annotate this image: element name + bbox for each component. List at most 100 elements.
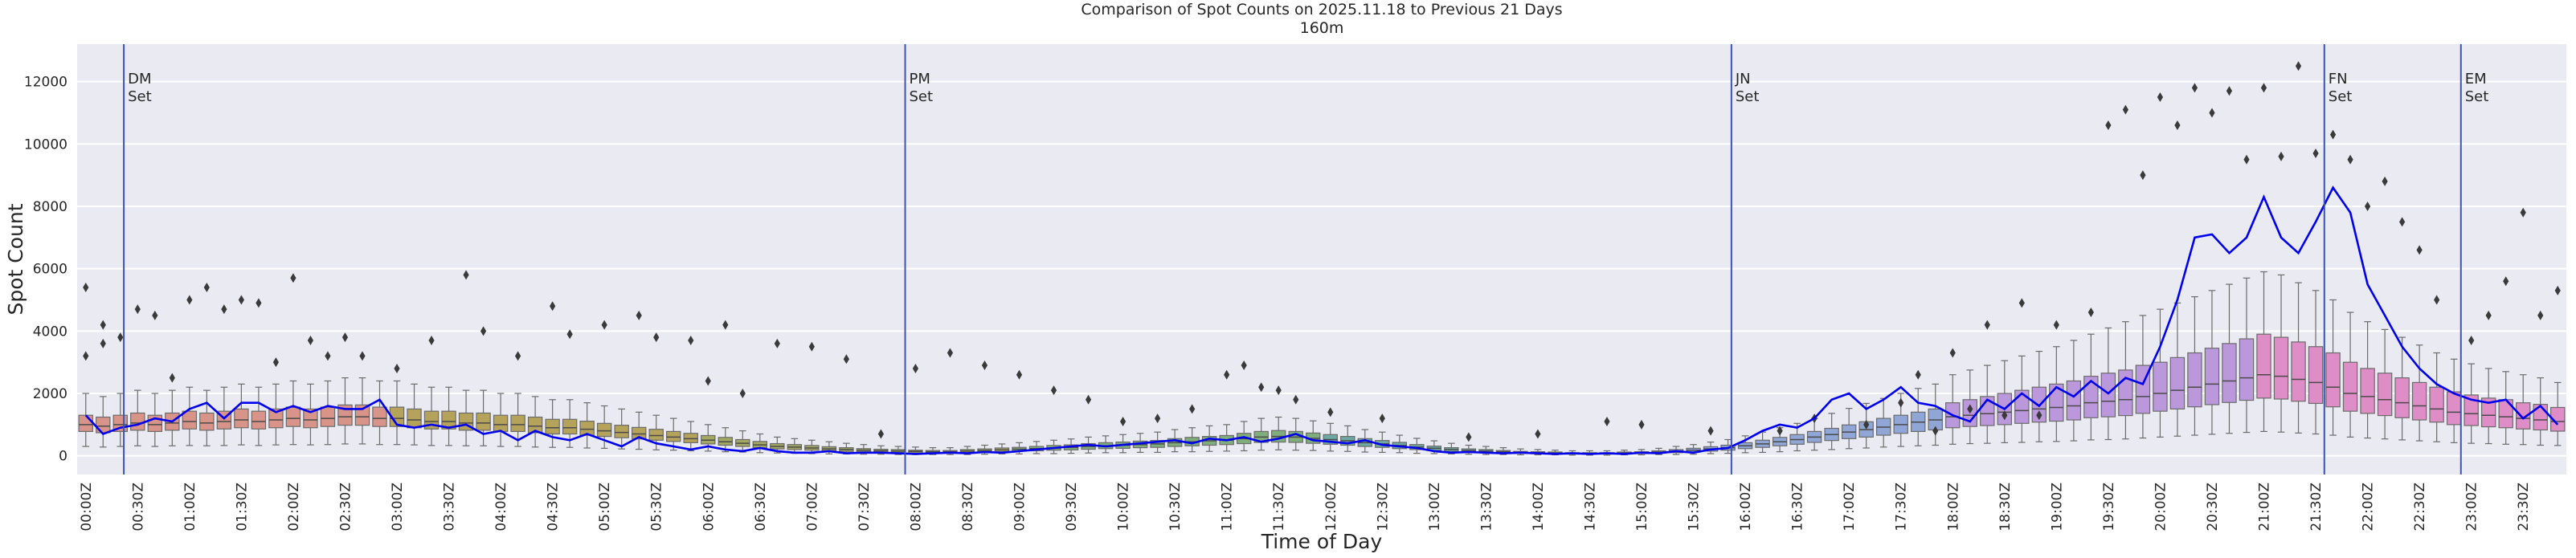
box: [683, 433, 698, 443]
x-tick-label: 15:00Z: [1634, 483, 1650, 532]
x-tick-label: 08:30Z: [960, 483, 976, 532]
box: [2291, 341, 2306, 402]
event-label: Set: [910, 88, 934, 105]
event-label: PM: [910, 71, 930, 88]
outlier: [636, 310, 642, 320]
outlier: [134, 304, 141, 315]
x-tick-label: 06:30Z: [753, 483, 769, 532]
outlier: [2537, 310, 2544, 320]
outlier: [2087, 308, 2094, 318]
outlier: [1241, 360, 1247, 371]
x-tick-label: 16:00Z: [1738, 483, 1754, 532]
outlier: [566, 329, 573, 340]
outlier: [307, 335, 314, 345]
box: [96, 416, 111, 434]
box: [2325, 352, 2341, 408]
y-tick-label: 6000: [33, 262, 67, 278]
outlier: [359, 351, 366, 361]
outlier: [1379, 413, 1385, 424]
event-label: Set: [1736, 88, 1760, 105]
outlier: [1327, 407, 1334, 417]
outlier: [2416, 245, 2423, 255]
outlier: [1050, 385, 1057, 396]
chart-subtitle: 160m: [1300, 19, 1344, 37]
outlier: [463, 270, 469, 280]
outlier: [221, 304, 227, 315]
outlier: [1155, 413, 1161, 424]
y-tick-label: 8000: [33, 199, 67, 215]
outlier: [2295, 61, 2302, 71]
outlier: [1258, 382, 1265, 393]
x-tick-label: 05:30Z: [649, 483, 665, 532]
x-tick-label: 00:30Z: [130, 483, 146, 532]
outlier: [272, 357, 280, 368]
event-label: EM: [2465, 71, 2487, 88]
outlier: [2053, 320, 2059, 330]
chart-title: Comparison of Spot Counts on 2025.11.18 …: [1081, 1, 1562, 18]
box: [2100, 373, 2116, 417]
box: [78, 414, 93, 432]
box: [2222, 343, 2237, 403]
event-label: Set: [2329, 88, 2353, 105]
x-tick-label: 02:00Z: [286, 483, 302, 532]
outlier: [1119, 416, 1126, 426]
outlier: [1777, 426, 1783, 436]
x-tick-label: 13:00Z: [1427, 483, 1443, 532]
outlier: [1293, 394, 1299, 405]
outlier: [1984, 320, 1990, 330]
outlier: [877, 429, 884, 439]
box: [2377, 373, 2393, 417]
x-tick-label: 16:30Z: [1790, 483, 1806, 532]
outlier: [2105, 120, 2112, 130]
x-tick-label: 14:30Z: [1582, 483, 1598, 532]
box: [2342, 361, 2358, 412]
box: [2273, 336, 2289, 400]
x-tick-label: 22:30Z: [2412, 483, 2428, 532]
box: [476, 412, 491, 431]
box: [441, 410, 456, 430]
outlier: [1932, 426, 1939, 436]
y-tick-label: 0: [59, 449, 67, 465]
outlier: [1898, 397, 1904, 408]
outlier: [1224, 369, 1230, 380]
y-tick-label: 4000: [33, 324, 67, 340]
y-tick-label: 10000: [24, 136, 67, 153]
box: [2464, 394, 2479, 426]
box: [493, 414, 509, 432]
box: [251, 410, 267, 430]
x-tick-label: 05:00Z: [597, 483, 613, 532]
outlier: [2347, 154, 2353, 165]
box: [545, 418, 560, 435]
box: [130, 412, 145, 431]
outlier: [2554, 285, 2561, 295]
outlier: [774, 338, 780, 348]
outlier: [653, 332, 660, 343]
box: [614, 425, 629, 438]
outlier: [117, 332, 124, 343]
outlier: [739, 389, 746, 399]
box: [2256, 333, 2271, 399]
outlier: [2399, 217, 2406, 227]
outlier: [1967, 404, 1973, 414]
x-tick-label: 21:00Z: [2257, 483, 2273, 532]
box: [182, 410, 198, 430]
outlier: [1466, 432, 1472, 442]
y-tick-label: 12000: [24, 75, 67, 91]
outlier: [1949, 348, 1956, 358]
x-tick-label: 23:30Z: [2516, 483, 2532, 532]
outlier: [100, 320, 106, 330]
outlier: [1189, 404, 1196, 414]
x-tick-label: 19:00Z: [2049, 483, 2065, 532]
box: [407, 408, 422, 429]
box: [510, 414, 525, 432]
x-tick-label: 15:30Z: [1687, 483, 1703, 532]
outlier: [186, 295, 193, 305]
x-tick-label: 12:30Z: [1375, 483, 1391, 532]
box: [2308, 346, 2324, 405]
box: [303, 408, 318, 429]
x-tick-label: 20:00Z: [2153, 483, 2169, 532]
box: [268, 408, 284, 429]
event-label: DM: [128, 71, 151, 88]
box: [2360, 368, 2375, 414]
